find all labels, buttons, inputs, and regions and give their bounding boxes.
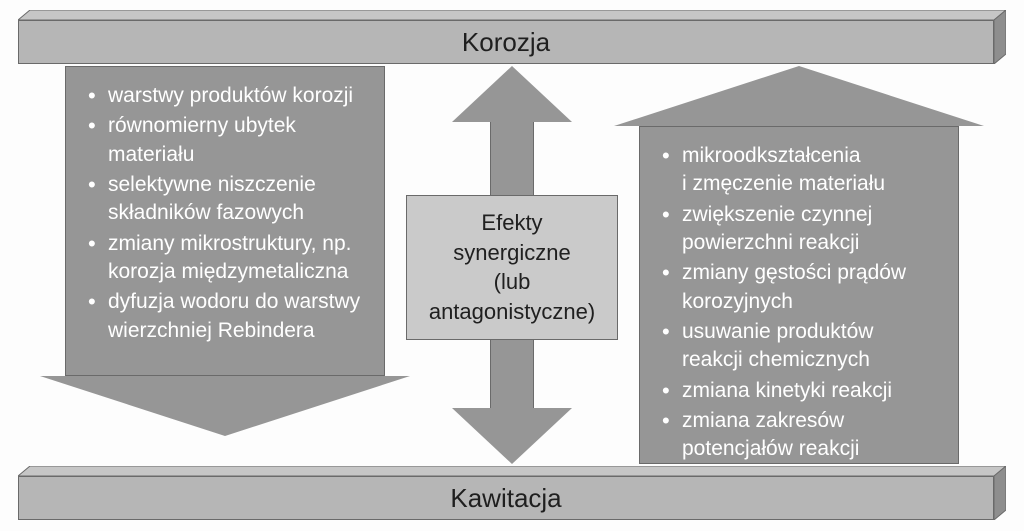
list-item-continuation: składników fazowych <box>108 199 370 227</box>
list-item-continuation: potencjałów reakcji <box>682 435 944 463</box>
top-bar-front: Korozja <box>18 20 994 64</box>
list-item: zmiana kinetyki reakcji <box>678 376 944 406</box>
bottom-bar-label: Kawitacja <box>450 483 561 514</box>
diagram-stage: Korozja warstwy produktów korozjirównomi… <box>0 0 1024 531</box>
list-item: dyfuzja wodoru do warstwywierzchniej Reb… <box>104 287 370 346</box>
right-arrow-shaft: mikroodkształceniai zmęczenie materiałuz… <box>639 126 959 464</box>
list-item-continuation: korozja międzymetaliczna <box>108 258 370 286</box>
right-arrow-head <box>614 66 984 126</box>
list-item: warstwy produktów korozji <box>104 81 370 111</box>
left-arrow-head <box>40 376 410 436</box>
top-bar-side-face <box>994 10 1006 64</box>
center-arrow-head-up <box>452 66 572 122</box>
list-item: zmiany gęstości prądówkorozyjnych <box>678 258 944 317</box>
top-bar: Korozja <box>18 10 1006 64</box>
bottom-bar: Kawitacja <box>18 466 1006 520</box>
center-line-4: antagonistyczne) <box>415 297 609 327</box>
top-bar-top-face <box>18 10 1006 20</box>
list-item: równomierny ubytekmateriału <box>104 111 370 170</box>
bottom-bar-top-face <box>18 466 1006 476</box>
list-item-continuation: i zmęczenie materiału <box>682 170 944 198</box>
list-item: usuwanie produktówreakcji chemicznych <box>678 317 944 376</box>
center-arrow-head-down <box>452 408 572 464</box>
center-line-2: synergiczne <box>415 238 609 268</box>
center-box: Efekty synergiczne (lub antagonistyczne) <box>406 195 618 340</box>
left-arrow-shaft: warstwy produktów korozjirównomierny uby… <box>65 66 385 376</box>
bottom-bar-front: Kawitacja <box>18 476 994 520</box>
top-bar-label: Korozja <box>462 27 550 58</box>
center-line-3: (lub <box>415 267 609 297</box>
list-item-continuation: powierzchni reakcji <box>682 229 944 257</box>
right-arrow-list: mikroodkształceniai zmęczenie materiałuz… <box>660 141 944 465</box>
list-item-continuation: reakcji chemicznych <box>682 346 944 374</box>
list-item: zwiększenie czynnejpowierzchni reakcji <box>678 200 944 259</box>
list-item-continuation: materiału <box>108 141 370 169</box>
left-arrow-list: warstwy produktów korozjirównomierny uby… <box>86 81 370 346</box>
list-item: zmiana zakresówpotencjałów reakcji <box>678 406 944 465</box>
list-item-continuation: wierzchniej Rebindera <box>108 317 370 345</box>
bottom-bar-side-face <box>994 466 1006 520</box>
list-item: selektywne niszczenieskładników fazowych <box>104 170 370 229</box>
center-line-1: Efekty <box>415 208 609 238</box>
left-arrow: warstwy produktów korozjirównomierny uby… <box>40 66 410 436</box>
right-arrow: mikroodkształceniai zmęczenie materiałuz… <box>614 66 984 464</box>
list-item: mikroodkształceniai zmęczenie materiału <box>678 141 944 200</box>
list-item-continuation: korozyjnych <box>682 288 944 316</box>
list-item: zmiany mikrostruktury, np.korozja między… <box>104 229 370 288</box>
